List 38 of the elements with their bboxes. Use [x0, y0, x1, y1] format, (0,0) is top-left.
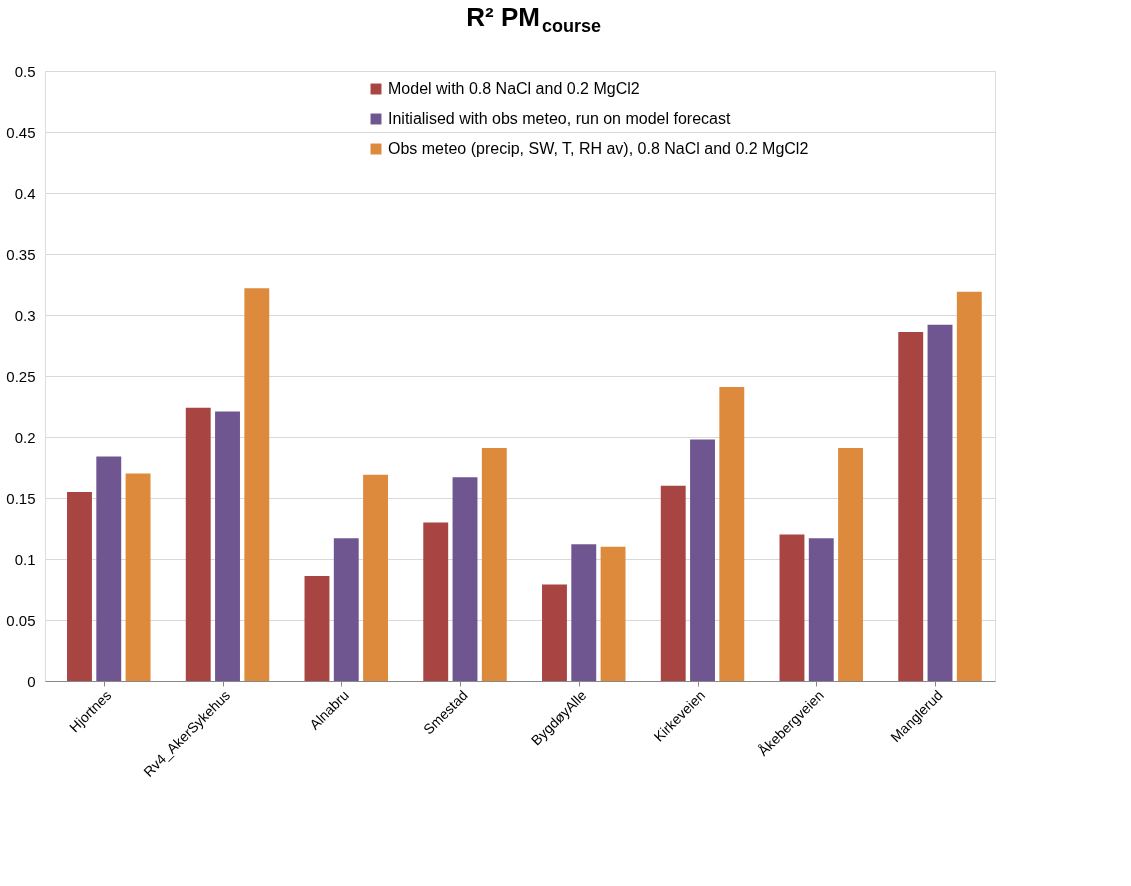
bar: [125, 473, 151, 681]
y-tick-label: 0.15: [6, 489, 36, 507]
bar: [363, 474, 389, 681]
y-tick-label: 0.4: [14, 184, 36, 202]
bar: [690, 439, 715, 681]
bar: [423, 522, 449, 681]
bar: [67, 491, 92, 681]
y-tick-label: 0.05: [6, 611, 36, 629]
legend-label: Initialised with obs meteo, run on model forecast: [388, 110, 731, 127]
bar: [927, 324, 953, 681]
bar: [719, 386, 745, 681]
y-tick-label: 0.25: [6, 367, 36, 385]
bar: [808, 538, 834, 681]
bar: [481, 447, 507, 681]
bar: [779, 534, 805, 681]
bar: [304, 576, 330, 681]
y-tick-label: 0.35: [6, 245, 36, 263]
y-tick-label: 0.2: [14, 428, 36, 446]
bar: [660, 485, 686, 681]
bar: [244, 288, 270, 681]
y-tick-label: 0: [27, 672, 36, 690]
bar: [956, 291, 982, 681]
legend-label: Obs meteo (precip, SW, T, RH av), 0.8 NaCl and 0.2 MgCl2: [388, 140, 809, 157]
y-tick-label: 0.45: [6, 123, 36, 141]
y-tick-label: 0.5: [14, 62, 36, 80]
bar: [600, 546, 626, 681]
y-tick-label: 0.1: [14, 550, 36, 568]
bar: [215, 411, 240, 681]
bar: [898, 332, 924, 681]
bar: [96, 456, 122, 681]
bar: [571, 544, 597, 681]
bar: [452, 477, 478, 681]
bar: [185, 407, 211, 681]
bar: [838, 447, 864, 681]
bar: [542, 584, 567, 681]
y-tick-label: 0.3: [14, 306, 36, 324]
bar: [333, 538, 359, 681]
legend-label: Model with 0.8 NaCl and 0.2 MgCl2: [388, 80, 640, 97]
